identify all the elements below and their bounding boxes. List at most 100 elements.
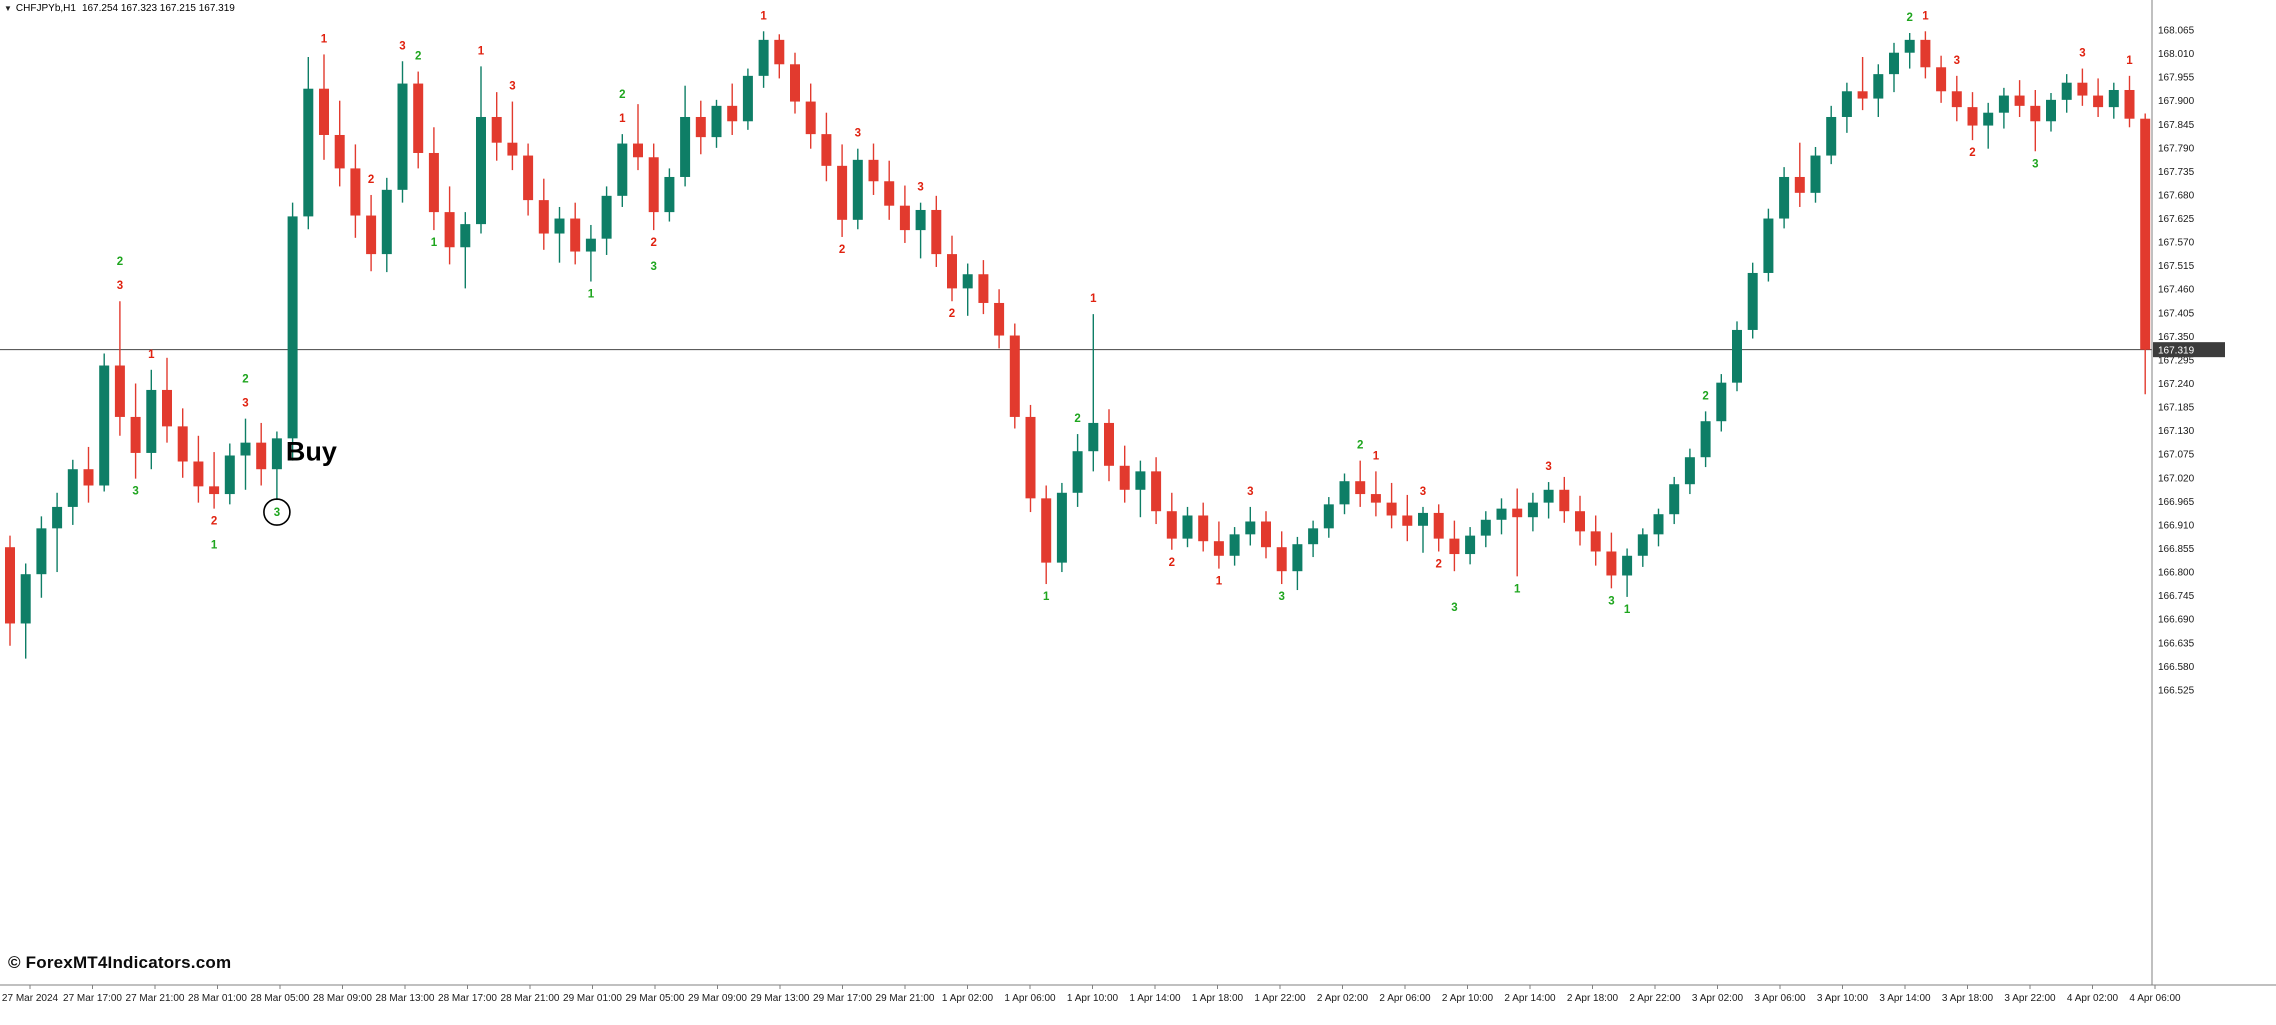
candle [1998,95,2009,113]
candle [1370,494,1381,503]
signal-number: 1 [1624,604,1631,616]
triangle-icon: ▼ [4,3,12,13]
candle [1763,218,1774,273]
candle [915,209,926,231]
chart-symbol-timeframe: CHFJPYb,H1 [15,3,76,14]
signal-number: 1 [1922,10,1929,22]
time-axis-label: 28 Mar 17:00 [438,993,497,1004]
time-axis-label: 28 Mar 21:00 [501,993,560,1004]
candle [1009,335,1020,417]
signal-number: 3 [650,261,656,273]
signal-number: 3 [1954,55,1960,67]
signal-number: 2 [1074,413,1080,425]
candle [1229,534,1240,556]
signal-number: 3 [1451,602,1457,614]
candle [570,218,581,252]
candle [114,365,125,417]
price-axis-label: 167.515 [2158,261,2195,272]
candle [177,426,188,462]
candle [1213,541,1224,556]
candle [899,205,910,231]
time-axis-label: 29 Mar 17:00 [813,993,872,1004]
price-axis-label: 168.010 [2158,49,2195,60]
candle [1983,112,1994,126]
candle [2046,99,2056,122]
signal-number: 2 [1357,440,1363,452]
candle [67,469,78,507]
candle [1700,421,1711,458]
price-axis-label: 166.690 [2158,615,2195,626]
candle [334,134,345,169]
signal-number: 1 [588,289,595,301]
time-axis-label: 2 Apr 18:00 [1567,993,1619,1004]
candle [240,442,251,456]
candle [2030,105,2041,122]
candle [36,528,47,575]
candle [2108,89,2119,108]
chart-title: ▼ CHFJPYb,H1 167.254 167.323 167.215 167… [4,3,235,14]
candle [1590,531,1601,552]
candle [460,224,471,248]
price-axis-label: 167.680 [2158,190,2195,201]
signal-number: 2 [1702,390,1708,402]
candle [947,254,957,289]
candle [1025,416,1036,499]
candle [1810,155,1821,193]
price-axis-label: 166.525 [2158,685,2195,696]
time-axis-label: 29 Mar 21:00 [876,993,935,1004]
candle [1433,512,1444,539]
time-axis-label: 2 Apr 02:00 [1317,993,1369,1004]
candle [931,209,942,255]
candle [648,157,659,213]
signal-number: 2 [368,174,374,186]
candle [1323,504,1334,529]
time-axis-label: 2 Apr 14:00 [1504,993,1556,1004]
candle [256,442,267,470]
price-axis-label: 166.745 [2158,591,2195,602]
time-axis-label: 3 Apr 14:00 [1879,993,1931,1004]
signal-number: 3 [242,398,248,410]
candle [507,142,518,156]
price-axis-label: 167.075 [2158,450,2195,461]
candle [1512,508,1523,518]
signal-number: 3 [132,486,138,498]
candle [805,101,816,135]
candle [1339,481,1350,505]
price-axis-label: 167.295 [2158,355,2195,366]
price-axis-label: 167.130 [2158,426,2195,437]
signal-number: 3 [1545,461,1551,473]
axis-frame [0,0,2276,986]
signal-number: 1 [211,540,218,552]
candle [1276,547,1287,572]
time-axis-label: 27 Mar 17:00 [63,993,122,1004]
candle [554,218,565,234]
candle [381,189,392,255]
candle [303,88,314,217]
signal-number: 3 [1247,486,1253,498]
candle [994,302,1005,336]
signal-number: 2 [619,89,625,101]
time-axis-label: 3 Apr 22:00 [2004,993,2056,1004]
candle [1261,521,1271,548]
candle [1904,39,1915,53]
time-axis-label: 1 Apr 22:00 [1254,993,1306,1004]
time-axis-label: 27 Mar 21:00 [126,993,185,1004]
candles-layer [5,31,2151,659]
time-axis[interactable]: 27 Mar 2024 27 Mar 17:00 27 Mar 21:00 28 Ma… [2,985,2181,1004]
price-axis-label: 166.635 [2158,638,2195,649]
signal-number: 3 [1420,486,1426,498]
price-axis[interactable]: 168.065 168.010 167.955 167.900 167.845 167.7… [2153,26,2225,697]
candle [1355,481,1366,495]
candle [1951,91,1962,108]
price-axis-label: 167.405 [2158,308,2195,319]
candle [711,105,722,138]
candle [146,389,157,453]
signal-number: 1 [1043,591,1050,603]
candle [852,159,863,220]
time-axis-label: 29 Mar 09:00 [688,993,747,1004]
candle [2093,95,2104,108]
candle [1732,329,1742,383]
candle [2077,82,2088,96]
